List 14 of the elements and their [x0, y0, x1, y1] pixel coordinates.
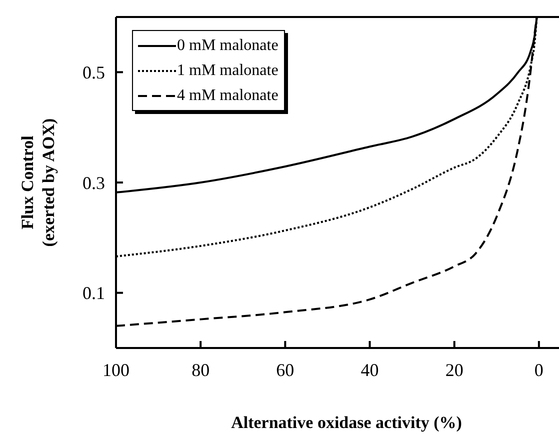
x-tick-label: 0	[534, 360, 544, 380]
x-tick-label: 60	[276, 360, 294, 380]
x-tick-label: 100	[102, 360, 130, 380]
x-axis-title: Alternative oxidase activity (%)	[231, 413, 462, 432]
x-tick-label: 40	[360, 360, 379, 380]
legend-label: 0 mM malonate	[177, 36, 278, 54]
legend-label: 4 mM malonate	[177, 86, 278, 104]
x-tick-label: 80	[192, 360, 210, 380]
y-tick-label: 0.1	[82, 283, 105, 304]
legend-label: 1 mM malonate	[177, 62, 278, 80]
y-axis-title: Flux Control (exerted by AOX)	[18, 118, 58, 247]
y-tick-label: 0.5	[82, 62, 105, 83]
y-tick-label: 0.3	[82, 172, 105, 193]
x-tick-label: 20	[445, 360, 464, 380]
